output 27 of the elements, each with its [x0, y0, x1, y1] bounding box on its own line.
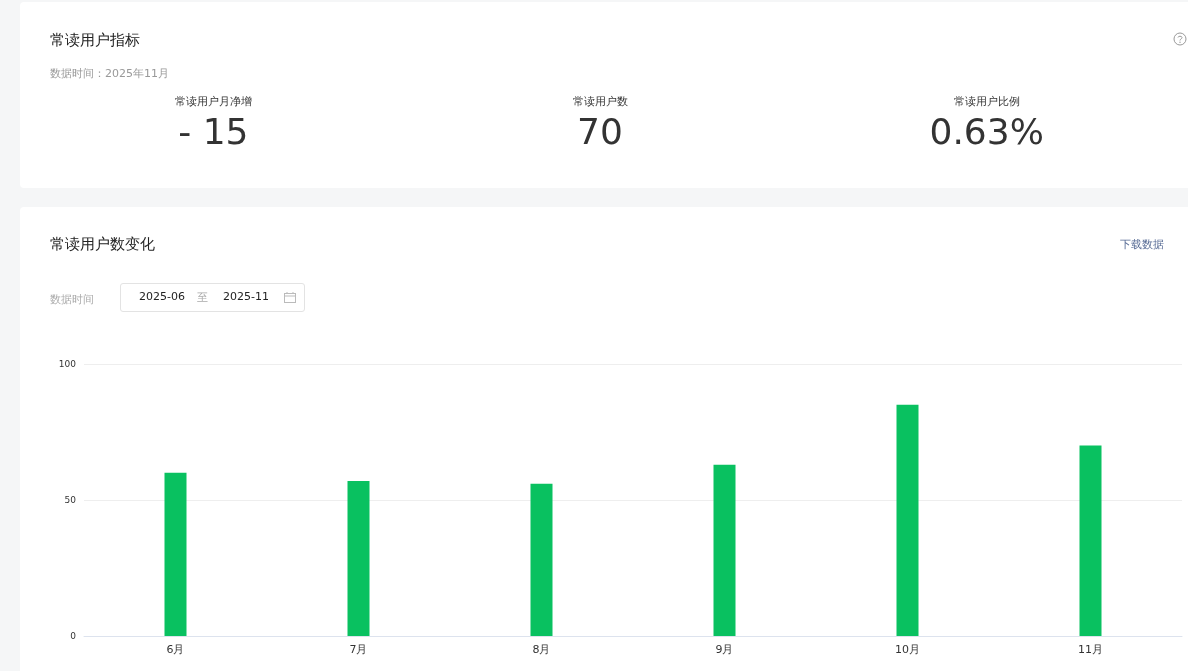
x-tick-label: 9月 [715, 643, 734, 656]
y-tick-label: 50 [64, 495, 77, 505]
bar [713, 464, 736, 636]
date-range-field: 2025-06 至 2025-11 [120, 283, 305, 312]
x-tick-label: 7月 [349, 643, 368, 656]
text: 数据时间 [50, 292, 94, 307]
x-tick-label: 8月 [532, 643, 551, 656]
category-label: 常读用户数 [571, 94, 629, 109]
text: 70 [577, 111, 623, 152]
y-tick-label: 100 [58, 359, 77, 369]
bar [164, 472, 187, 636]
x-tick-label: 11月 [1078, 643, 1103, 656]
category-label: 常读用户比例 [952, 94, 1021, 109]
y-tick-label: 0 [70, 631, 77, 641]
x-tick-label: 10月 [895, 643, 920, 656]
text: 下载数据 [1120, 237, 1164, 252]
bar [1079, 445, 1102, 636]
bar [896, 404, 919, 636]
category-label: 常读用户月净增 [173, 94, 253, 109]
text: 常读用户指标 [50, 31, 140, 50]
chart-title: 常读用户数变化 [50, 235, 155, 254]
bar [347, 480, 370, 636]
bar [530, 483, 553, 636]
text: - 15 [178, 111, 249, 152]
text: 0.63% [929, 111, 1044, 152]
x-tick-label: 6月 [166, 643, 185, 656]
text: 数据时间：2025年11月 [50, 66, 169, 81]
